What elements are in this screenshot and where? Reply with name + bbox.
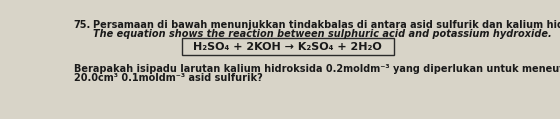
- Text: H₂SO₄ + 2KOH → K₂SO₄ + 2H₂O: H₂SO₄ + 2KOH → K₂SO₄ + 2H₂O: [193, 42, 382, 52]
- Text: Persamaan di bawah menunjukkan tindakbalas di antara asid sulfurik dan kalium hi: Persamaan di bawah menunjukkan tindakbal…: [94, 20, 560, 30]
- Text: The equation shows the reaction between sulphuric acid and potassium hydroxide.: The equation shows the reaction between …: [94, 29, 552, 39]
- Text: Berapakah isipadu larutan kalium hidroksida 0.2moldm⁻³ yang diperlukan untuk men: Berapakah isipadu larutan kalium hidroks…: [74, 64, 560, 74]
- FancyBboxPatch shape: [181, 38, 394, 55]
- Text: 20.0cm³ 0.1moldm⁻³ asid sulfurik?: 20.0cm³ 0.1moldm⁻³ asid sulfurik?: [74, 73, 263, 83]
- Text: 75.: 75.: [74, 20, 91, 30]
